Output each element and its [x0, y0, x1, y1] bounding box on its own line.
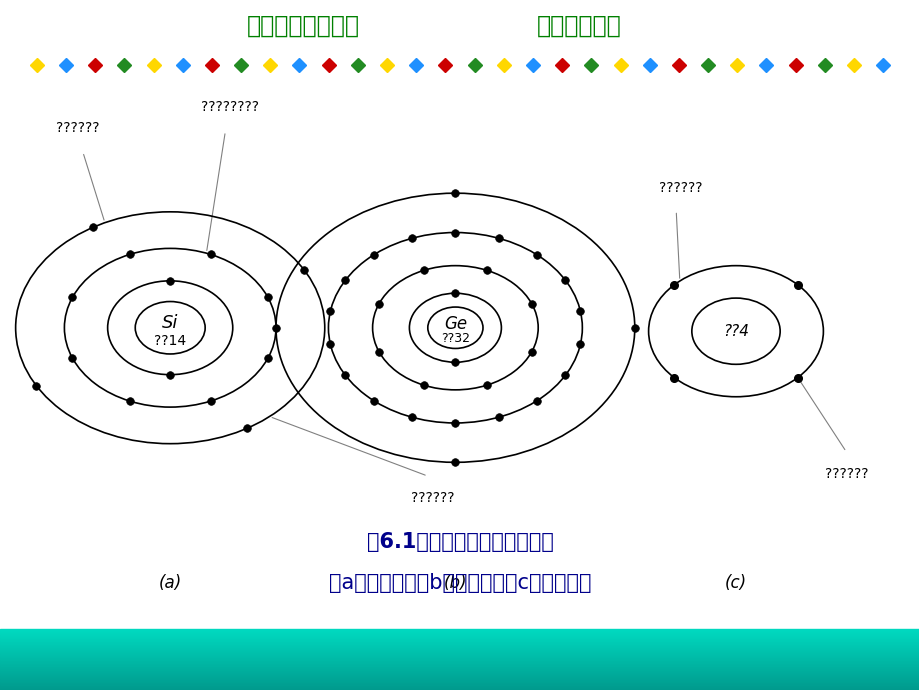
- Bar: [0, 652, 919, 653]
- Bar: [0, 665, 919, 666]
- Bar: [0, 670, 919, 671]
- Bar: [0, 651, 919, 652]
- Bar: [0, 647, 919, 649]
- Bar: [0, 638, 919, 639]
- Bar: [0, 655, 919, 656]
- Text: （a）硅原子；（b）锗原子；（c）简化模型: （a）硅原子；（b）锗原子；（c）简化模型: [328, 573, 591, 593]
- Bar: [0, 653, 919, 654]
- Bar: [0, 668, 919, 669]
- Bar: [0, 658, 919, 659]
- Bar: [0, 683, 919, 684]
- Bar: [0, 672, 919, 673]
- Bar: [0, 633, 919, 634]
- Text: (c): (c): [724, 574, 746, 592]
- Bar: [0, 649, 919, 650]
- Text: Ge: Ge: [443, 315, 467, 333]
- Bar: [0, 657, 919, 658]
- Bar: [0, 632, 919, 633]
- Text: ??????: ??????: [658, 181, 702, 195]
- Bar: [0, 678, 919, 679]
- Bar: [0, 679, 919, 680]
- Bar: [0, 667, 919, 668]
- Text: ??4: ??4: [722, 324, 748, 339]
- Bar: [0, 630, 919, 631]
- Text: ??????: ??????: [823, 467, 868, 481]
- Circle shape: [427, 307, 482, 348]
- Bar: [0, 639, 919, 640]
- Bar: [0, 674, 919, 675]
- Bar: [0, 631, 919, 632]
- Circle shape: [691, 298, 779, 364]
- Text: (b): (b): [443, 574, 467, 592]
- Bar: [0, 629, 919, 630]
- Text: ????????: ????????: [200, 100, 259, 114]
- Bar: [0, 669, 919, 670]
- Bar: [0, 684, 919, 685]
- Bar: [0, 688, 919, 689]
- Bar: [0, 675, 919, 676]
- Bar: [0, 659, 919, 660]
- Bar: [0, 646, 919, 647]
- Text: 电工电子技术: 电工电子技术: [537, 14, 621, 38]
- Bar: [0, 671, 919, 672]
- Bar: [0, 680, 919, 681]
- Bar: [0, 676, 919, 677]
- Bar: [0, 677, 919, 678]
- Bar: [0, 635, 919, 636]
- Bar: [0, 643, 919, 644]
- Bar: [0, 634, 919, 635]
- Bar: [0, 681, 919, 682]
- Bar: [0, 640, 919, 642]
- Bar: [0, 685, 919, 686]
- Bar: [0, 686, 919, 687]
- Text: 山东大王职业学院: 山东大王职业学院: [247, 14, 359, 38]
- Bar: [0, 644, 919, 645]
- Bar: [0, 654, 919, 655]
- Bar: [0, 636, 919, 637]
- Bar: [0, 673, 919, 674]
- Bar: [0, 661, 919, 662]
- Circle shape: [135, 302, 205, 354]
- Bar: [0, 666, 919, 667]
- Bar: [0, 664, 919, 665]
- Bar: [0, 682, 919, 683]
- Bar: [0, 687, 919, 688]
- Bar: [0, 689, 919, 690]
- Bar: [0, 660, 919, 661]
- Bar: [0, 645, 919, 646]
- Text: ??32: ??32: [440, 332, 470, 344]
- Text: ??????: ??????: [410, 491, 454, 505]
- Bar: [0, 650, 919, 651]
- Text: ??14: ??14: [154, 334, 186, 348]
- Text: Si: Si: [162, 313, 178, 331]
- Bar: [0, 656, 919, 657]
- Bar: [0, 637, 919, 638]
- Text: (a): (a): [158, 574, 182, 592]
- Text: 图6.1半导体的原子结构示意图: 图6.1半导体的原子结构示意图: [366, 532, 553, 551]
- Bar: [0, 642, 919, 643]
- Bar: [0, 662, 919, 664]
- Text: ??????: ??????: [56, 121, 100, 135]
